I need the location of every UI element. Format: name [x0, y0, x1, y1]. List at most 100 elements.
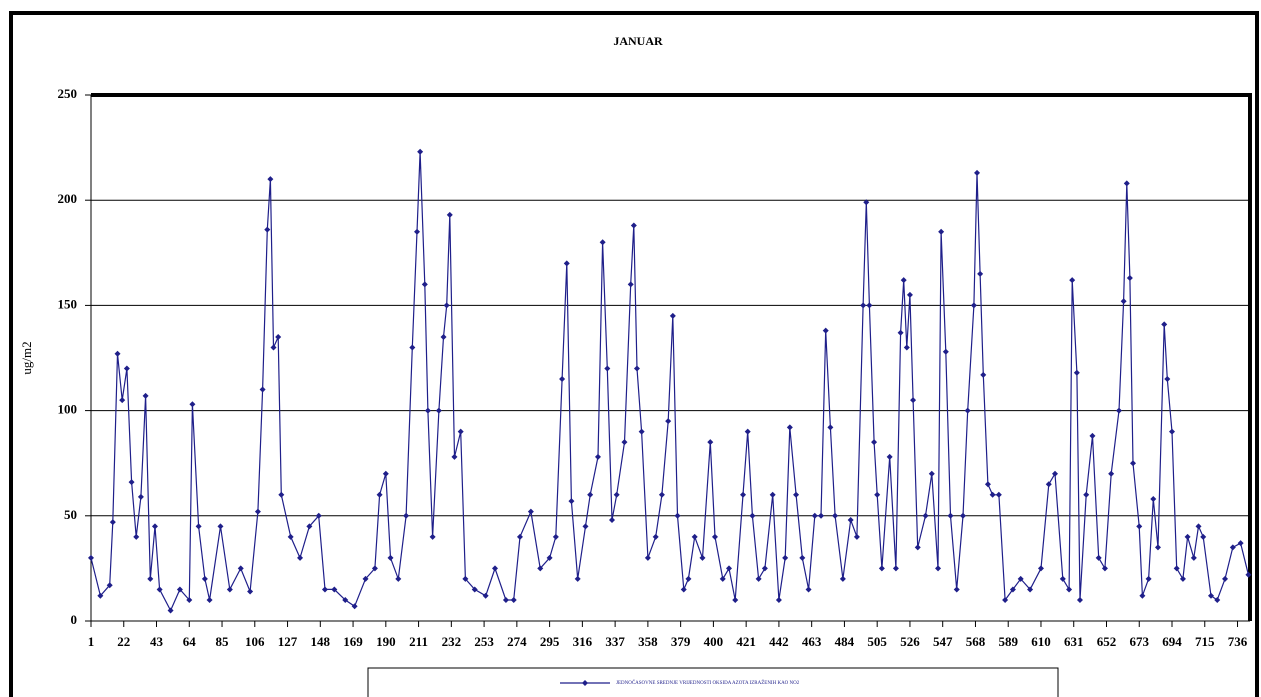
data-point: [109, 519, 116, 526]
x-tick-label: 673: [1129, 634, 1149, 649]
plot-frame: [91, 93, 1252, 621]
y-tick-label: 50: [64, 507, 77, 522]
data-point: [321, 586, 328, 593]
data-point: [128, 479, 135, 486]
data-point: [226, 586, 233, 593]
data-point: [740, 491, 747, 498]
data-point: [1066, 586, 1073, 593]
x-tick-label: 400: [704, 634, 724, 649]
data-point: [267, 176, 274, 183]
x-tick-label: 631: [1064, 634, 1084, 649]
data-point: [1208, 592, 1215, 599]
data-point: [1120, 298, 1127, 305]
data-point: [832, 512, 839, 519]
data-point: [822, 327, 829, 334]
data-point: [1237, 540, 1244, 547]
data-point: [1222, 575, 1229, 582]
data-point: [1245, 571, 1252, 578]
data-point: [1136, 523, 1143, 530]
x-tick-label: 106: [245, 634, 265, 649]
data-point: [414, 228, 421, 235]
data-point: [362, 575, 369, 582]
data-point: [306, 523, 313, 530]
x-tick-label: 736: [1228, 634, 1248, 649]
x-tick-label: 232: [442, 634, 462, 649]
data-point: [910, 397, 917, 404]
data-point: [331, 586, 338, 593]
data-point: [482, 592, 489, 599]
data-point: [652, 533, 659, 540]
data-point: [761, 565, 768, 572]
data-point: [387, 554, 394, 561]
data-point: [176, 586, 183, 593]
data-point: [1164, 376, 1171, 383]
data-point: [315, 512, 322, 519]
data-point: [275, 333, 282, 340]
x-tick-label: 694: [1162, 634, 1182, 649]
x-tick-label: 484: [835, 634, 855, 649]
x-tick-label: 253: [474, 634, 494, 649]
data-point: [863, 199, 870, 206]
data-point: [582, 523, 589, 530]
data-point: [254, 508, 261, 515]
x-tick-label: 316: [573, 634, 593, 649]
data-point: [906, 291, 913, 298]
data-point: [97, 592, 104, 599]
data-point: [1101, 565, 1108, 572]
data-point: [462, 575, 469, 582]
data-point: [527, 508, 534, 515]
data-point: [537, 565, 544, 572]
data-point: [1154, 544, 1161, 551]
data-point: [1169, 428, 1176, 435]
data-point: [1214, 596, 1221, 603]
data-point: [133, 533, 140, 540]
data-point: [1108, 470, 1115, 477]
x-tick-label: 652: [1097, 634, 1117, 649]
data-point: [119, 397, 126, 404]
data-point: [980, 371, 987, 378]
data-point: [546, 554, 553, 561]
data-point: [471, 586, 478, 593]
data-point: [1045, 481, 1052, 488]
data-point: [732, 596, 739, 603]
y-tick-label: 250: [58, 86, 78, 101]
chart-title: JANUAR: [613, 34, 663, 48]
data-point: [446, 211, 453, 218]
data-point: [351, 603, 358, 610]
data-point: [1089, 432, 1096, 439]
data-point: [1173, 565, 1180, 572]
data-point: [424, 407, 431, 414]
data-point: [106, 582, 113, 589]
data-point: [942, 348, 949, 355]
data-point: [995, 491, 1002, 498]
x-tick-label: 43: [150, 634, 164, 649]
data-point: [1130, 460, 1137, 467]
x-tick-label: 526: [900, 634, 920, 649]
data-point: [259, 386, 266, 393]
data-point: [853, 533, 860, 540]
data-point: [1179, 575, 1186, 582]
y-tick-label: 200: [58, 191, 78, 206]
outer-frame: [9, 11, 1259, 697]
data-point: [1115, 407, 1122, 414]
data-point: [574, 575, 581, 582]
data-point: [1069, 277, 1076, 284]
data-point: [1126, 275, 1133, 282]
data-point: [674, 512, 681, 519]
data-point: [719, 575, 726, 582]
data-point: [1229, 544, 1236, 551]
data-point: [201, 575, 208, 582]
data-point: [613, 491, 620, 498]
data-point: [1150, 495, 1157, 502]
data-point: [866, 302, 873, 309]
data-point: [897, 329, 904, 336]
x-tick-label: 715: [1195, 634, 1215, 649]
data-point: [769, 491, 776, 498]
data-point: [167, 607, 174, 614]
data-point: [137, 493, 144, 500]
data-point: [711, 533, 718, 540]
data-point: [900, 277, 907, 284]
data-point: [749, 512, 756, 519]
data-point: [860, 302, 867, 309]
data-point: [1083, 491, 1090, 498]
